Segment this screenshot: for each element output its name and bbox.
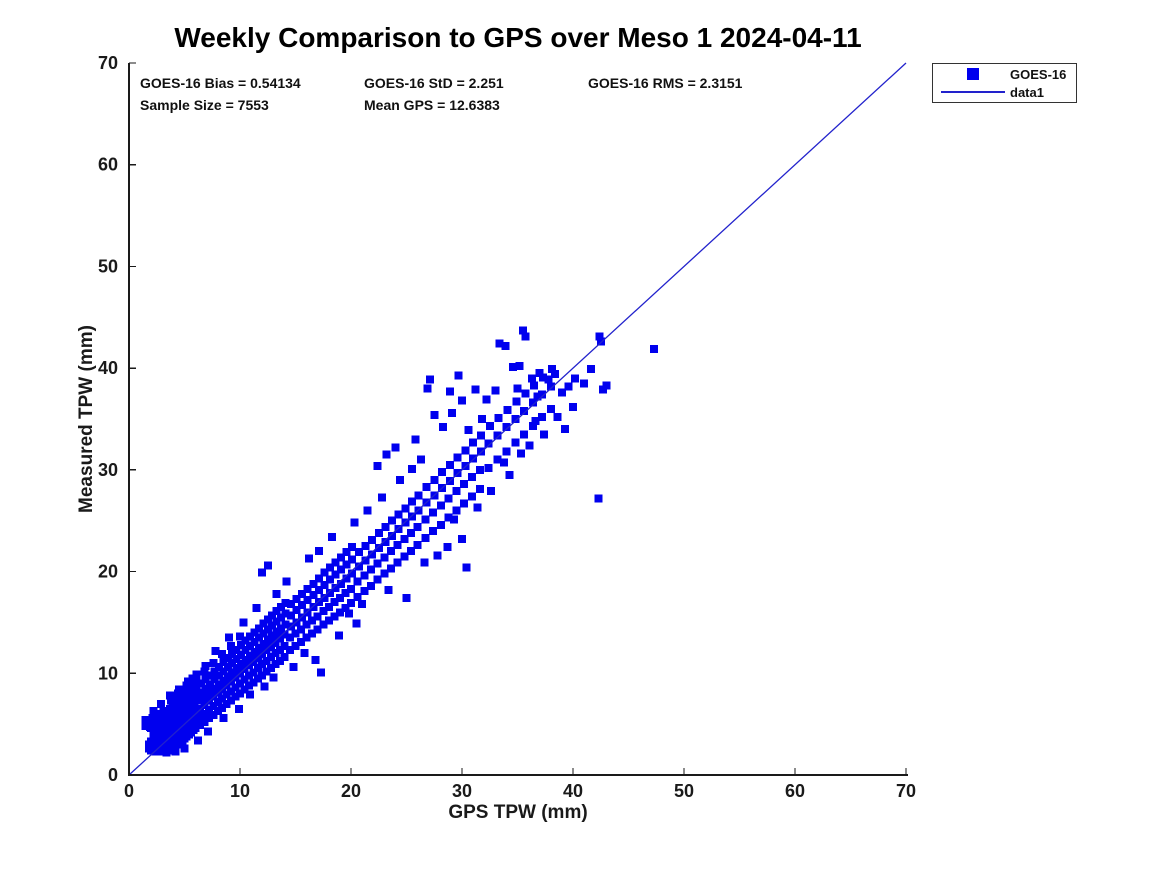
- legend-entry-data1: data1: [933, 83, 1076, 101]
- x-axis-ticks: 0 10 20 30 40 50 60 70: [124, 768, 916, 801]
- svg-text:70: 70: [896, 781, 916, 801]
- legend-label-goes16: GOES-16: [1010, 66, 1067, 82]
- svg-text:50: 50: [98, 256, 118, 276]
- chart-title: Weekly Comparison to GPS over Meso 1 202…: [174, 22, 862, 53]
- square-marker-icon: [967, 68, 979, 80]
- svg-text:10: 10: [230, 781, 250, 801]
- y-axis-label: Measured TPW (mm): [76, 325, 97, 513]
- scatter-points: [141, 326, 658, 757]
- svg-text:60: 60: [98, 155, 118, 175]
- svg-text:60: 60: [785, 781, 805, 801]
- svg-text:40: 40: [563, 781, 583, 801]
- legend-label-data1: data1: [1010, 84, 1044, 100]
- stat-sample-size: Sample Size = 7553: [140, 97, 269, 113]
- stat-std: GOES-16 StD = 2.251: [364, 75, 504, 91]
- svg-text:30: 30: [98, 460, 118, 480]
- y-axis-ticks: 0 10 20 30 40 50 60 70: [98, 53, 136, 785]
- svg-text:0: 0: [108, 765, 118, 785]
- stat-mean-gps: Mean GPS = 12.6383: [364, 97, 500, 113]
- line-swatch-icon: [941, 91, 1005, 93]
- svg-text:50: 50: [674, 781, 694, 801]
- svg-text:40: 40: [98, 358, 118, 378]
- legend-entry-goes16: GOES-16: [933, 65, 1076, 83]
- svg-text:0: 0: [124, 781, 134, 801]
- svg-text:10: 10: [98, 663, 118, 683]
- svg-text:20: 20: [98, 562, 118, 582]
- identity-line: [128, 62, 907, 776]
- svg-text:30: 30: [452, 781, 472, 801]
- x-axis-label: GPS TPW (mm): [448, 802, 588, 823]
- stat-rms: GOES-16 RMS = 2.3151: [588, 75, 743, 91]
- legend: GOES-16 data1: [932, 63, 1077, 103]
- svg-text:20: 20: [341, 781, 361, 801]
- svg-text:70: 70: [98, 53, 118, 73]
- stat-bias: GOES-16 Bias = 0.54134: [140, 75, 301, 91]
